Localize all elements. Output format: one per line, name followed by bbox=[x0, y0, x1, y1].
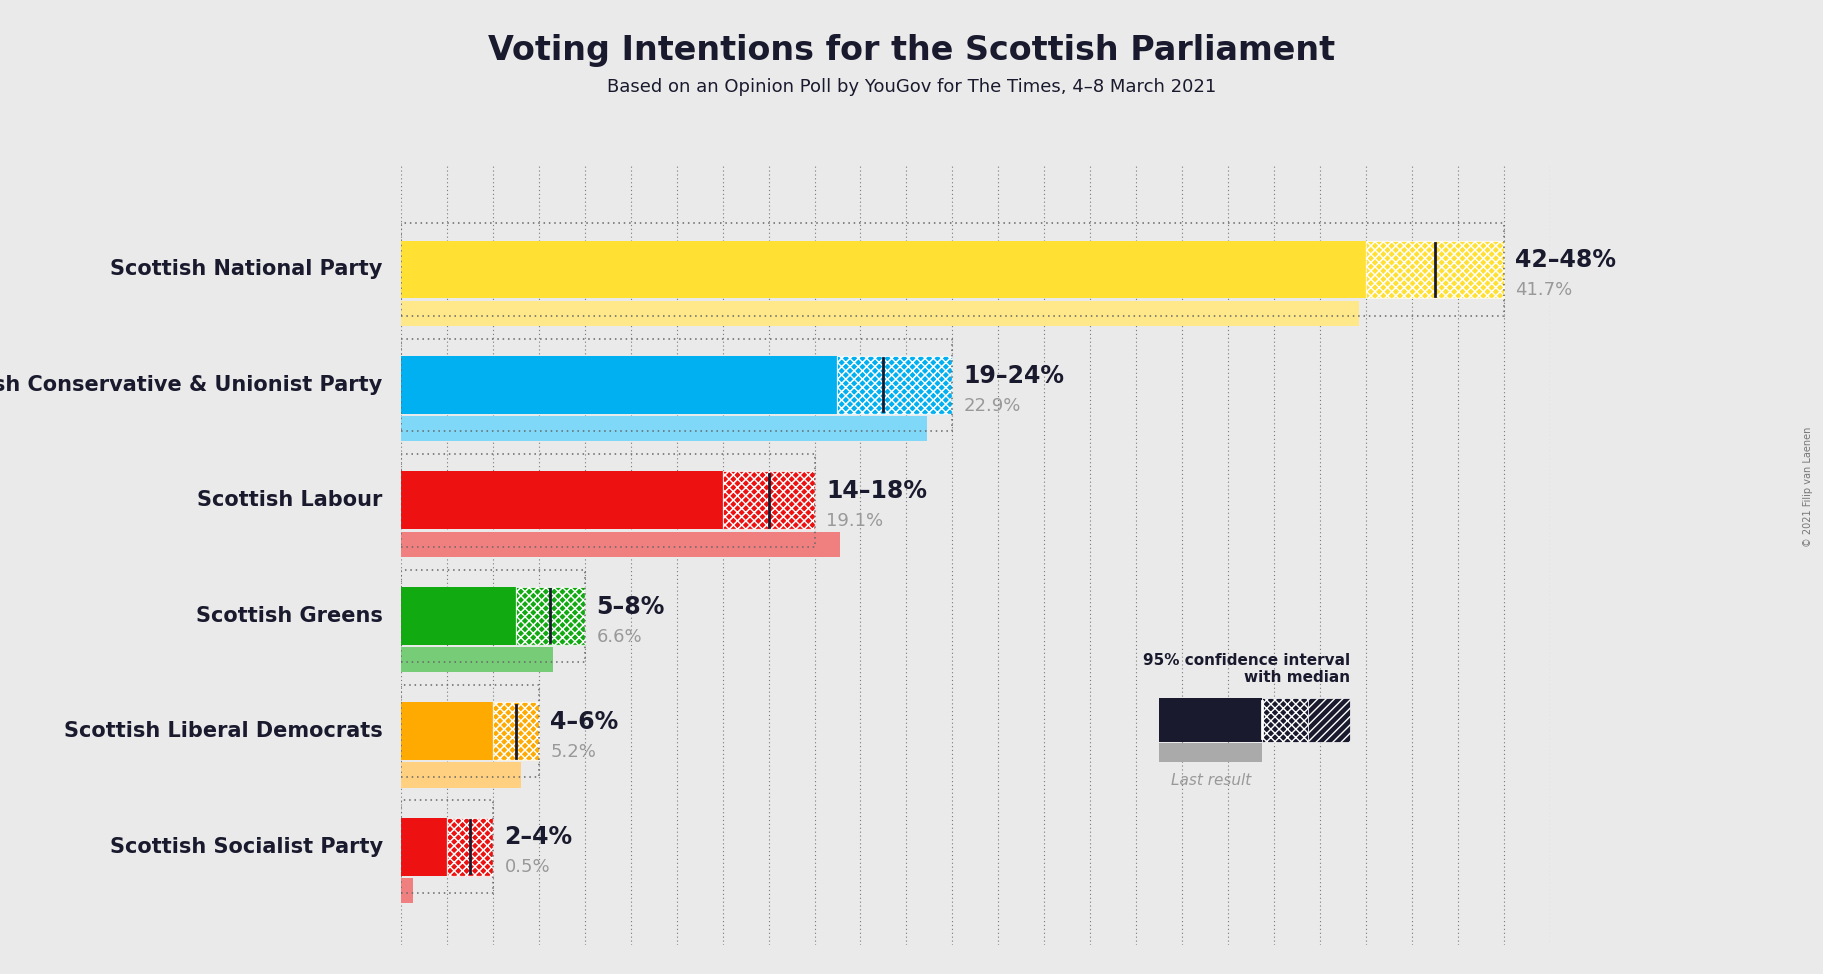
Bar bbox=[401, 647, 552, 672]
Bar bbox=[722, 471, 815, 529]
Bar bbox=[401, 878, 412, 903]
Bar bbox=[492, 702, 540, 760]
Bar bbox=[401, 339, 952, 431]
Text: 0.5%: 0.5% bbox=[505, 858, 551, 877]
Text: 41.7%: 41.7% bbox=[1515, 281, 1573, 299]
Bar bbox=[516, 587, 585, 645]
Text: 4–6%: 4–6% bbox=[551, 710, 618, 734]
Text: Scottish Conservative & Unionist Party: Scottish Conservative & Unionist Party bbox=[0, 375, 383, 394]
Text: 19–24%: 19–24% bbox=[964, 363, 1065, 388]
Bar bbox=[401, 356, 837, 414]
Text: Scottish Socialist Party: Scottish Socialist Party bbox=[109, 837, 383, 857]
Text: Scottish Labour: Scottish Labour bbox=[197, 490, 383, 510]
Bar bbox=[1159, 743, 1262, 762]
Bar bbox=[1262, 697, 1309, 741]
Bar bbox=[837, 356, 952, 414]
Bar bbox=[401, 301, 1358, 326]
Bar bbox=[401, 454, 815, 546]
Text: 14–18%: 14–18% bbox=[826, 479, 928, 504]
Text: Scottish National Party: Scottish National Party bbox=[111, 259, 383, 280]
Bar bbox=[401, 818, 447, 876]
Bar bbox=[1365, 241, 1504, 298]
Bar bbox=[401, 702, 492, 760]
Text: Scottish Greens: Scottish Greens bbox=[195, 606, 383, 625]
Bar bbox=[401, 587, 516, 645]
Bar bbox=[401, 416, 928, 441]
Bar bbox=[401, 570, 585, 662]
Bar bbox=[837, 356, 952, 414]
Text: Scottish Liberal Democrats: Scottish Liberal Democrats bbox=[64, 721, 383, 741]
Bar bbox=[401, 241, 1365, 298]
Text: © 2021 Filip van Laenen: © 2021 Filip van Laenen bbox=[1803, 427, 1814, 547]
Bar bbox=[492, 702, 540, 760]
Bar bbox=[401, 223, 1504, 316]
Text: 95% confidence interval
with median: 95% confidence interval with median bbox=[1143, 653, 1349, 685]
Text: 5.2%: 5.2% bbox=[551, 743, 596, 761]
Bar bbox=[447, 818, 492, 876]
Text: 22.9%: 22.9% bbox=[964, 396, 1021, 415]
Text: 5–8%: 5–8% bbox=[596, 594, 665, 618]
Bar bbox=[401, 685, 540, 777]
Bar bbox=[1309, 697, 1349, 741]
Text: Based on an Opinion Poll by YouGov for The Times, 4–8 March 2021: Based on an Opinion Poll by YouGov for T… bbox=[607, 78, 1216, 95]
Text: 2–4%: 2–4% bbox=[505, 825, 572, 849]
Text: Voting Intentions for the Scottish Parliament: Voting Intentions for the Scottish Parli… bbox=[489, 34, 1334, 67]
Bar bbox=[401, 532, 840, 557]
Bar bbox=[1159, 697, 1262, 741]
Bar bbox=[516, 587, 585, 645]
Bar bbox=[1365, 241, 1504, 298]
Bar bbox=[401, 801, 492, 893]
Bar bbox=[401, 471, 722, 529]
Text: 19.1%: 19.1% bbox=[826, 512, 882, 530]
Text: 42–48%: 42–48% bbox=[1515, 248, 1617, 273]
Bar bbox=[447, 818, 492, 876]
Text: 6.6%: 6.6% bbox=[596, 627, 642, 646]
Bar bbox=[401, 763, 521, 788]
Bar bbox=[722, 471, 815, 529]
Text: Last result: Last result bbox=[1170, 773, 1251, 788]
